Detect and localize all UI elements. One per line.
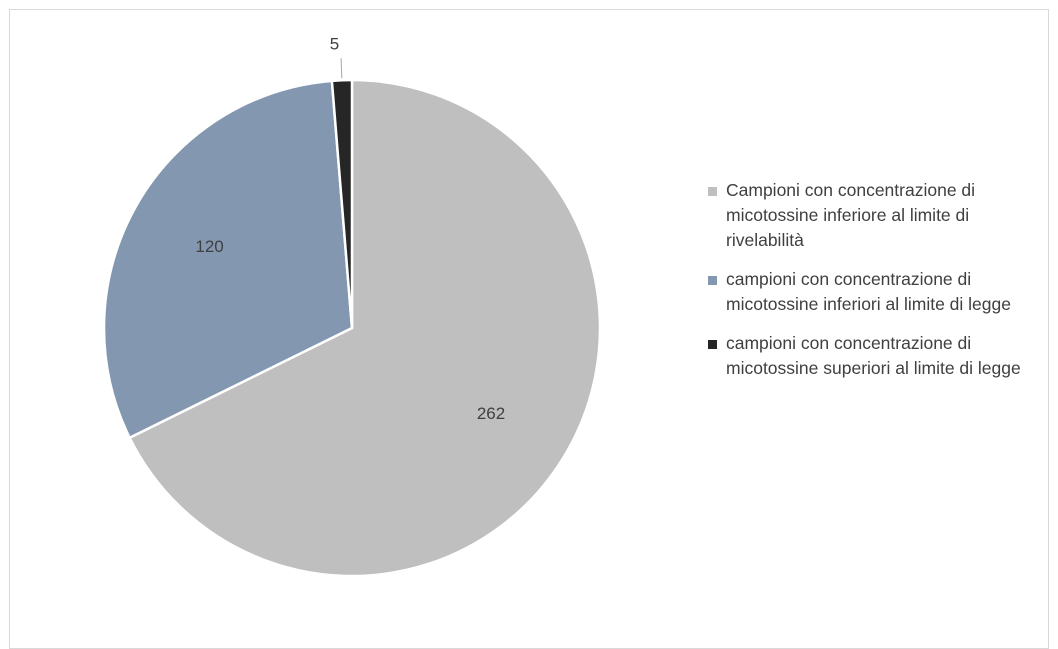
- legend-label: campioni con concentrazione di micotossi…: [726, 269, 1011, 314]
- pie-slice: [102, 79, 354, 440]
- leader-line: [340, 58, 343, 79]
- legend-item: campioni con concentrazione di micotossi…: [708, 331, 1048, 381]
- legend-swatch: [708, 340, 717, 349]
- legend-label: Campioni con concentrazione di micotossi…: [726, 180, 976, 250]
- legend-swatch: [708, 276, 717, 285]
- data-label: 120: [195, 237, 223, 256]
- legend-item: campioni con concentrazione di micotossi…: [708, 267, 1048, 317]
- legend-label: campioni con concentrazione di micotossi…: [726, 333, 1021, 378]
- legend: Campioni con concentrazione di micotossi…: [708, 178, 1048, 395]
- pie-slice: [128, 78, 602, 578]
- legend-swatch: [708, 187, 717, 196]
- legend-item: Campioni con concentrazione di micotossi…: [708, 178, 1048, 253]
- data-label: 262: [477, 404, 505, 423]
- data-label: 5: [330, 35, 339, 54]
- pie-slice: [330, 78, 354, 330]
